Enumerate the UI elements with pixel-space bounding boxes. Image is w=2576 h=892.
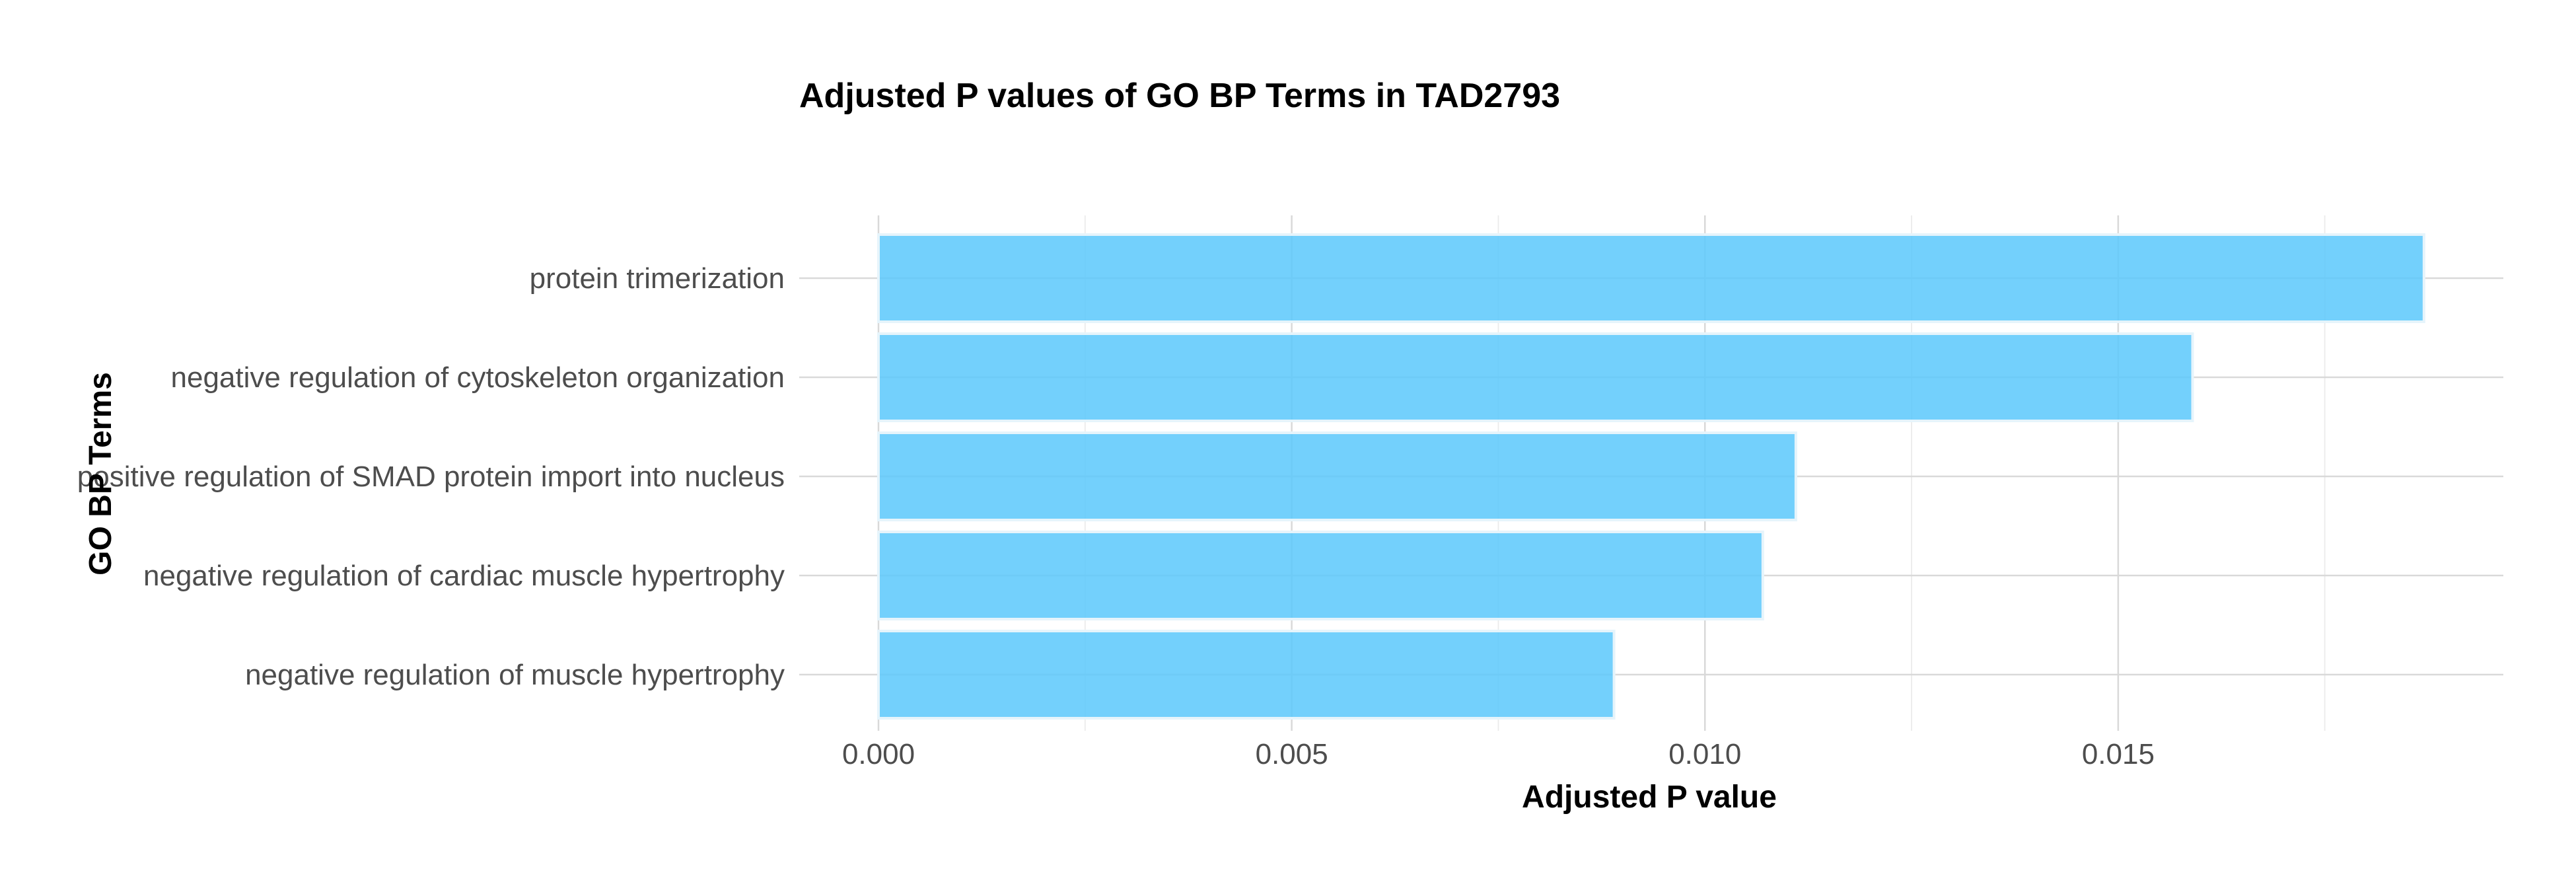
x-tick-label: 0.005 (1256, 738, 1328, 770)
x-tick-label: 0.010 (1668, 738, 1741, 770)
category-labels: protein trimerization negative regulation… (77, 262, 785, 691)
bar (877, 630, 1616, 720)
bars (877, 233, 2425, 720)
bar (877, 531, 1764, 620)
bar (877, 332, 2194, 422)
category-label: protein trimerization (530, 262, 785, 295)
category-label: negative regulation of muscle hypertroph… (245, 659, 785, 691)
category-label: negative regulation of cytoskeleton orga… (171, 361, 785, 394)
bar (877, 431, 1797, 521)
x-tick-label: 0.000 (842, 738, 915, 770)
bar (877, 233, 2425, 323)
chart-title: Adjusted P values of GO BP Terms in TAD2… (799, 77, 1560, 115)
category-label: negative regulation of cardiac muscle hy… (143, 560, 785, 592)
x-tick-labels: 0.000 0.005 0.010 0.015 (842, 738, 2155, 770)
category-label: positive regulation of SMAD protein impo… (77, 461, 785, 493)
x-tick-label: 0.015 (2082, 738, 2155, 770)
y-axis-title: GO BP Terms (83, 372, 118, 576)
x-axis-title: Adjusted P value (1522, 780, 1777, 815)
